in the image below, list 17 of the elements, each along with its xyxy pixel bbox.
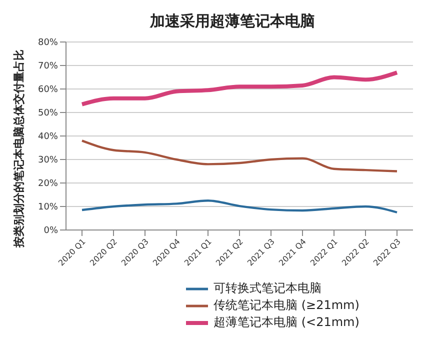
y-tick-label: 60% [38, 85, 58, 96]
legend-label: 超薄笔记本电脑 (<21mm) [214, 314, 360, 331]
y-tick-label: 0% [44, 226, 58, 236]
y-tick-label: 20% [38, 179, 58, 190]
line-series [80, 140, 398, 172]
y-tick-label: 50% [38, 108, 58, 119]
y-tick-label: 80% [38, 38, 58, 48]
legend-label: 可转换式笔记本电脑 [214, 280, 322, 297]
y-tick-label: 30% [38, 156, 58, 166]
y-tick-label: 70% [38, 62, 58, 72]
chart-title: 加速采用超薄笔记本电脑 [148, 11, 316, 32]
y-tick-label: 40% [38, 132, 58, 142]
line-series [80, 200, 398, 214]
line-series [80, 70, 399, 106]
y-axis-title: 按类别划分的笔记本电脑总体交付量占比 [12, 49, 26, 247]
legend-label: 传统笔记本电脑 (≥21mm) [214, 297, 360, 314]
y-tick-label: 10% [38, 202, 58, 213]
